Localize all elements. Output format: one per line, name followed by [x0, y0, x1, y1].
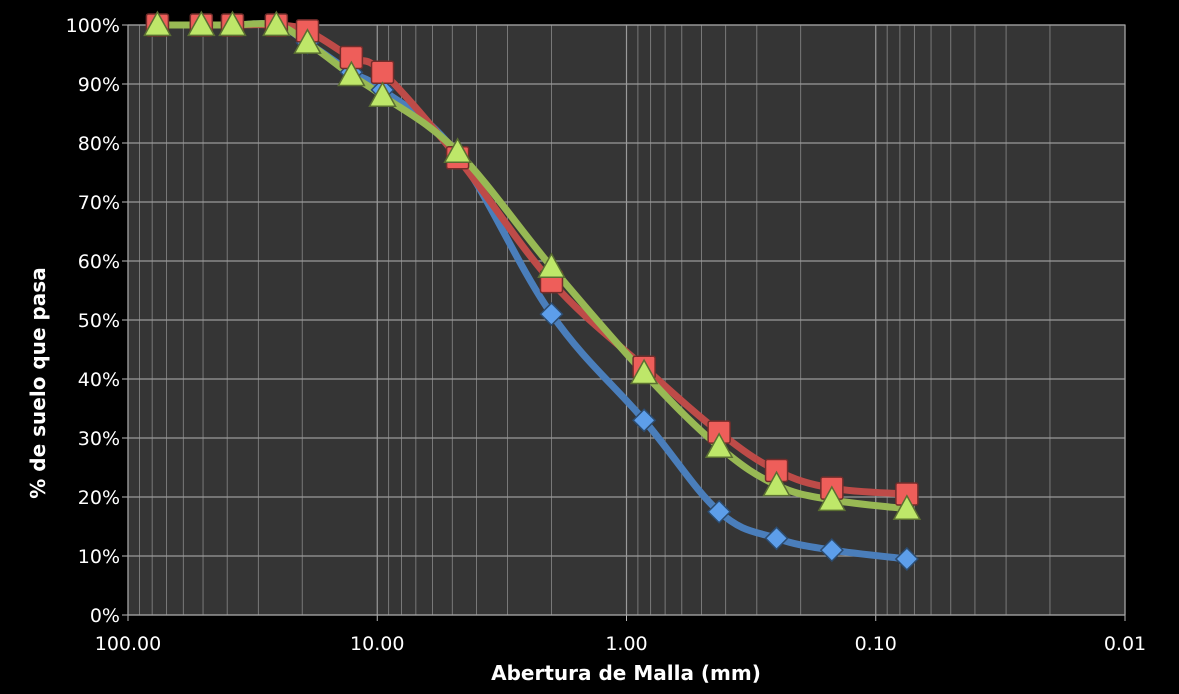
series-markers [143, 10, 922, 572]
series-3-marker [337, 60, 366, 87]
series-3-marker [892, 494, 922, 520]
series-1-marker [894, 546, 919, 572]
series-3-marker [218, 10, 247, 37]
y-tick-label: 100% [66, 15, 120, 37]
series-3-marker [704, 432, 734, 458]
series-3-marker [293, 28, 322, 54]
y-tick-label: 80% [78, 133, 120, 155]
series-3-marker [817, 485, 847, 512]
y-tick-label: 0% [90, 605, 120, 627]
series-3-marker [143, 10, 172, 37]
y-tick-label: 50% [78, 310, 120, 332]
y-tick-label: 40% [78, 369, 120, 391]
series-1-marker [819, 538, 844, 563]
series-3-marker [762, 470, 791, 497]
y-tick-label: 10% [78, 546, 120, 568]
series-1-marker [539, 302, 564, 327]
y-tick-label: 30% [78, 428, 120, 450]
tick-labels: 100.00 10.00 1.00 0.10 0.01 0% 10% 20% 30% 40% 50%… [66, 15, 1146, 655]
series-1-marker [632, 408, 657, 433]
x-axis-label: Abertura de Malla (mm) [491, 661, 761, 685]
x-tick-label: 0.10 [855, 633, 897, 655]
x-tick-label: 100.00 [95, 633, 161, 655]
series-1-marker [764, 526, 789, 551]
series-3-marker [443, 137, 472, 163]
series-3-marker [629, 358, 659, 385]
series-3-marker [262, 10, 291, 37]
y-tick-label: 90% [78, 74, 120, 96]
x-tick-label: 10.00 [350, 633, 404, 655]
y-axis-label: % de suelo que pasa [26, 267, 50, 498]
x-tick-label: 1.00 [605, 633, 647, 655]
series-3-marker [537, 252, 566, 279]
axes [122, 24, 1126, 621]
y-tick-label: 70% [78, 192, 120, 214]
x-tick-label: 0.01 [1104, 633, 1146, 655]
series-1-marker [707, 499, 732, 524]
y-tick-label: 60% [78, 251, 120, 273]
series-3-marker [187, 10, 216, 37]
y-tick-label: 20% [78, 487, 120, 509]
series-3-marker [368, 81, 397, 107]
series-2-marker [370, 60, 395, 84]
plot-border [127, 24, 1126, 616]
